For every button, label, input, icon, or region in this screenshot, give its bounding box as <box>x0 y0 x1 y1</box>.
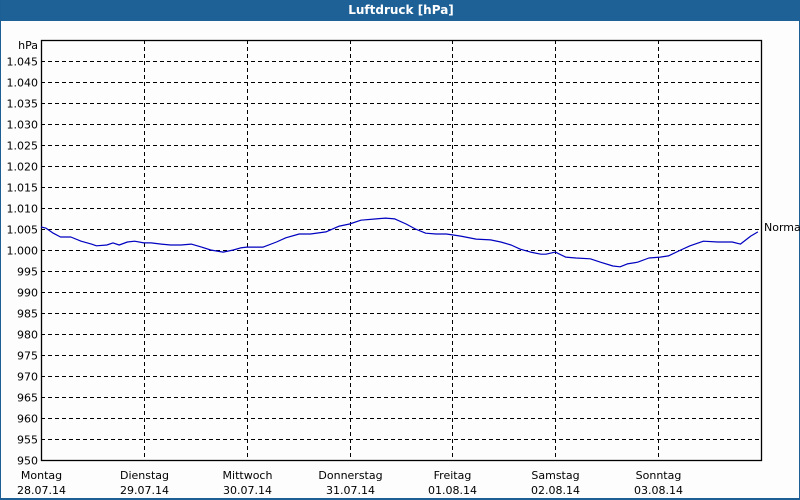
x-tick-date: 31.07.14 <box>326 484 375 497</box>
y-tick-label: 1.030 <box>7 119 39 132</box>
y-tick-label: 1.015 <box>7 182 39 195</box>
normal-annotation-label: Normal <box>764 221 800 234</box>
x-tick-day: Montag <box>21 469 62 482</box>
plot-area-frame <box>40 39 763 462</box>
x-tick-day: Samstag <box>531 469 579 482</box>
x-tick-day: Donnerstag <box>318 469 382 482</box>
y-tick-label: 970 <box>17 371 38 384</box>
x-tick-day: Mittwoch <box>223 469 273 482</box>
x-tick-date: 03.08.14 <box>634 484 683 497</box>
y-tick-label: 960 <box>17 413 38 426</box>
pressure-line <box>40 217 759 268</box>
y-tick-label: 975 <box>17 350 38 363</box>
y-tick-label: 990 <box>17 287 38 300</box>
y-tick-label: 1.025 <box>7 140 39 153</box>
y-tick-label: 985 <box>17 308 38 321</box>
x-tick-date: 02.08.14 <box>531 484 580 497</box>
x-tick-date: 30.07.14 <box>223 484 272 497</box>
x-tick-date: 29.07.14 <box>120 484 169 497</box>
x-tick-day: Freitag <box>434 469 472 482</box>
y-tick-label: 1.035 <box>7 98 39 111</box>
x-tick-day: Sonntag <box>636 469 682 482</box>
x-tick-day: Dienstag <box>120 469 169 482</box>
y-tick-label: 995 <box>17 266 38 279</box>
x-tick-date: 01.08.14 <box>428 484 477 497</box>
window-title: Luftdruck [hPa] <box>1 0 800 21</box>
y-axis-ticks: 950 955 960 965 970 975 980 985 990 995 1.000 1.005… <box>7 56 39 468</box>
y-tick-label: 1.040 <box>7 77 39 90</box>
horizontal-gridlines <box>41 61 761 440</box>
x-axis-ticks: Montag 28.07.14 Dienstag 29.07.14 Mittwoch 30… <box>17 469 683 497</box>
x-tick-date: 28.07.14 <box>17 484 66 497</box>
y-tick-label: 980 <box>17 329 38 342</box>
y-tick-label: 965 <box>17 392 38 405</box>
y-tick-label: 955 <box>17 434 38 447</box>
y-axis-unit-label: hPa <box>18 39 38 52</box>
y-tick-label: 1.005 <box>7 224 39 237</box>
y-tick-label: 1.010 <box>7 203 39 216</box>
vertical-gridlines <box>144 40 659 460</box>
y-tick-label: 1.045 <box>7 56 39 69</box>
y-tick-label: 1.000 <box>7 245 39 258</box>
y-tick-label: 950 <box>17 455 38 468</box>
y-tick-label: 1.020 <box>7 161 39 174</box>
